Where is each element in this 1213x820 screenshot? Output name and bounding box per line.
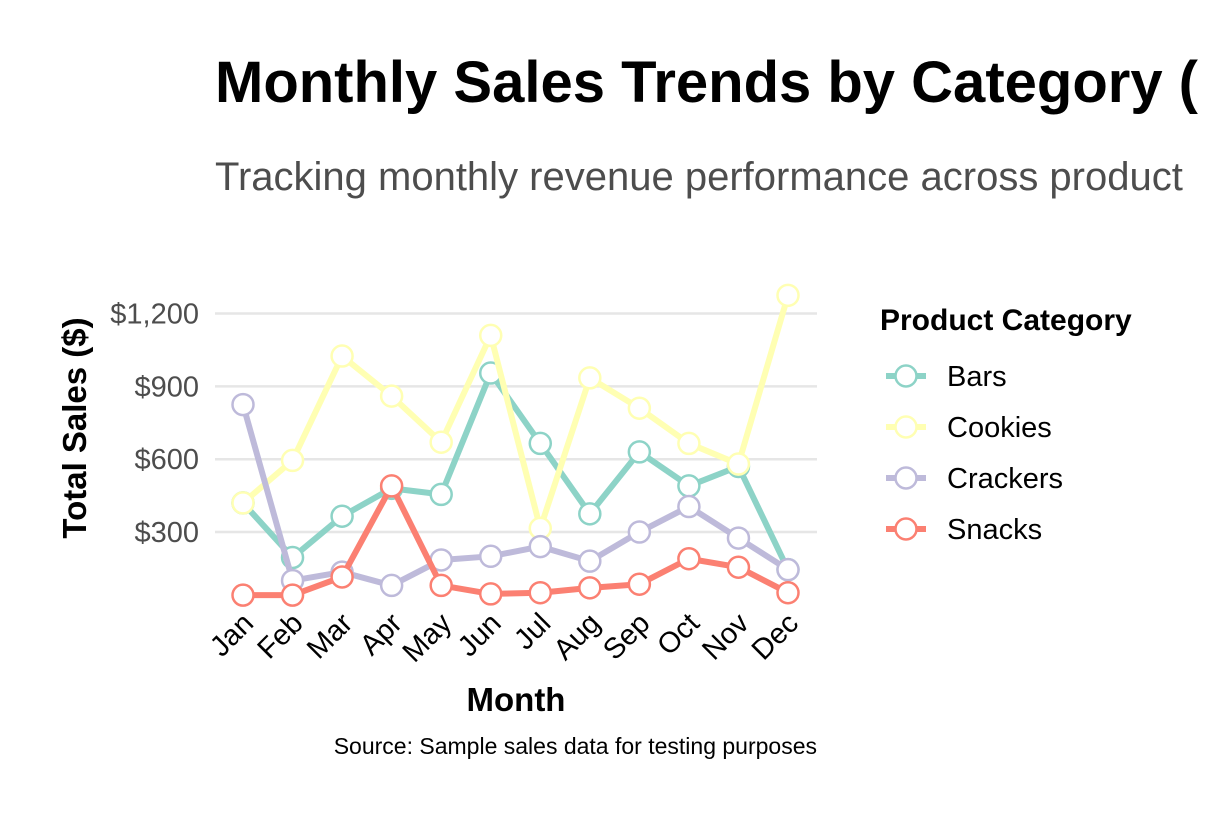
legend-label: Cookies xyxy=(947,412,1052,444)
data-point xyxy=(231,491,255,515)
x-axis-title: Month xyxy=(467,681,566,718)
gridlines xyxy=(215,312,817,534)
x-tick-label: Jan xyxy=(204,607,260,663)
data-point xyxy=(677,431,701,456)
series-lines xyxy=(231,283,800,607)
series-line xyxy=(240,370,791,573)
data-point xyxy=(578,576,602,600)
data-point xyxy=(330,565,354,589)
data-point xyxy=(478,582,503,606)
x-tick-label: Sep xyxy=(597,607,656,666)
series-bars xyxy=(231,361,800,582)
x-tick-label: May xyxy=(397,607,459,669)
data-point xyxy=(776,580,800,605)
x-tick-label: Oct xyxy=(651,607,706,662)
y-axis-ticks: $300 $600 $900 $1,200 xyxy=(110,299,199,549)
data-point xyxy=(627,520,652,544)
x-tick-label: Mar xyxy=(301,607,359,665)
chart-title: Monthly Sales Trends by Category ( xyxy=(215,50,1199,115)
x-tick-label: Feb xyxy=(252,607,310,665)
data-point xyxy=(478,544,503,569)
data-point xyxy=(280,583,305,607)
x-tick-label: Aug xyxy=(548,607,607,666)
data-point xyxy=(429,430,453,454)
data-point xyxy=(528,431,553,456)
data-point xyxy=(726,526,751,550)
x-tick-label: Jun xyxy=(452,607,508,663)
legend-item: Bars xyxy=(886,361,1007,393)
data-point xyxy=(578,366,602,390)
data-point xyxy=(627,440,652,464)
series-snacks xyxy=(231,474,800,607)
data-point xyxy=(578,502,602,526)
data-point xyxy=(528,534,553,559)
data-point xyxy=(330,344,354,368)
legend-item: Snacks xyxy=(886,514,1042,546)
chart-caption: Source: Sample sales data for testing pu… xyxy=(334,733,817,759)
data-point xyxy=(627,572,652,596)
data-point xyxy=(776,557,800,582)
y-tick-label: $900 xyxy=(134,371,199,403)
data-point xyxy=(478,323,503,348)
data-point xyxy=(776,283,800,308)
y-tick-label: $600 xyxy=(134,444,199,476)
data-point xyxy=(677,494,701,519)
legend-item: Cookies xyxy=(886,412,1052,444)
y-tick-label: $1,200 xyxy=(110,299,199,331)
x-tick-label: Nov xyxy=(696,607,755,666)
data-point xyxy=(578,549,602,573)
legend-label: Snacks xyxy=(947,514,1042,546)
data-point xyxy=(231,392,255,417)
legend-key-marker xyxy=(894,517,918,541)
legend-key-marker xyxy=(894,364,918,388)
legend: Bars Cookies Crackers Snacks xyxy=(886,361,1063,546)
y-tick-label: $300 xyxy=(134,517,199,549)
x-tick-label: Apr xyxy=(354,607,409,662)
legend-label: Crackers xyxy=(947,463,1063,495)
data-point xyxy=(429,573,453,598)
data-point xyxy=(429,482,453,507)
legend-title: Product Category xyxy=(880,304,1132,337)
legend-item: Crackers xyxy=(886,463,1063,495)
data-point xyxy=(726,555,751,579)
data-point xyxy=(330,504,354,529)
data-point xyxy=(726,452,751,476)
legend-key-marker xyxy=(894,415,918,439)
x-tick-label: Dec xyxy=(746,607,805,666)
data-point xyxy=(231,583,255,607)
legend-label: Bars xyxy=(947,361,1007,393)
data-point xyxy=(677,474,701,498)
data-point xyxy=(627,396,652,420)
series-line xyxy=(240,482,791,599)
data-point xyxy=(280,448,305,473)
data-point xyxy=(379,384,404,408)
legend-key-marker xyxy=(894,466,918,490)
data-point xyxy=(677,546,701,571)
chart-subtitle: Tracking monthly revenue performance acr… xyxy=(215,155,1183,199)
x-tick-label: Jul xyxy=(508,607,557,656)
series-cookies xyxy=(231,283,800,541)
data-point xyxy=(379,474,404,498)
data-point xyxy=(379,573,404,598)
y-axis-title: Total Sales ($) xyxy=(56,317,93,538)
data-point xyxy=(528,580,553,605)
